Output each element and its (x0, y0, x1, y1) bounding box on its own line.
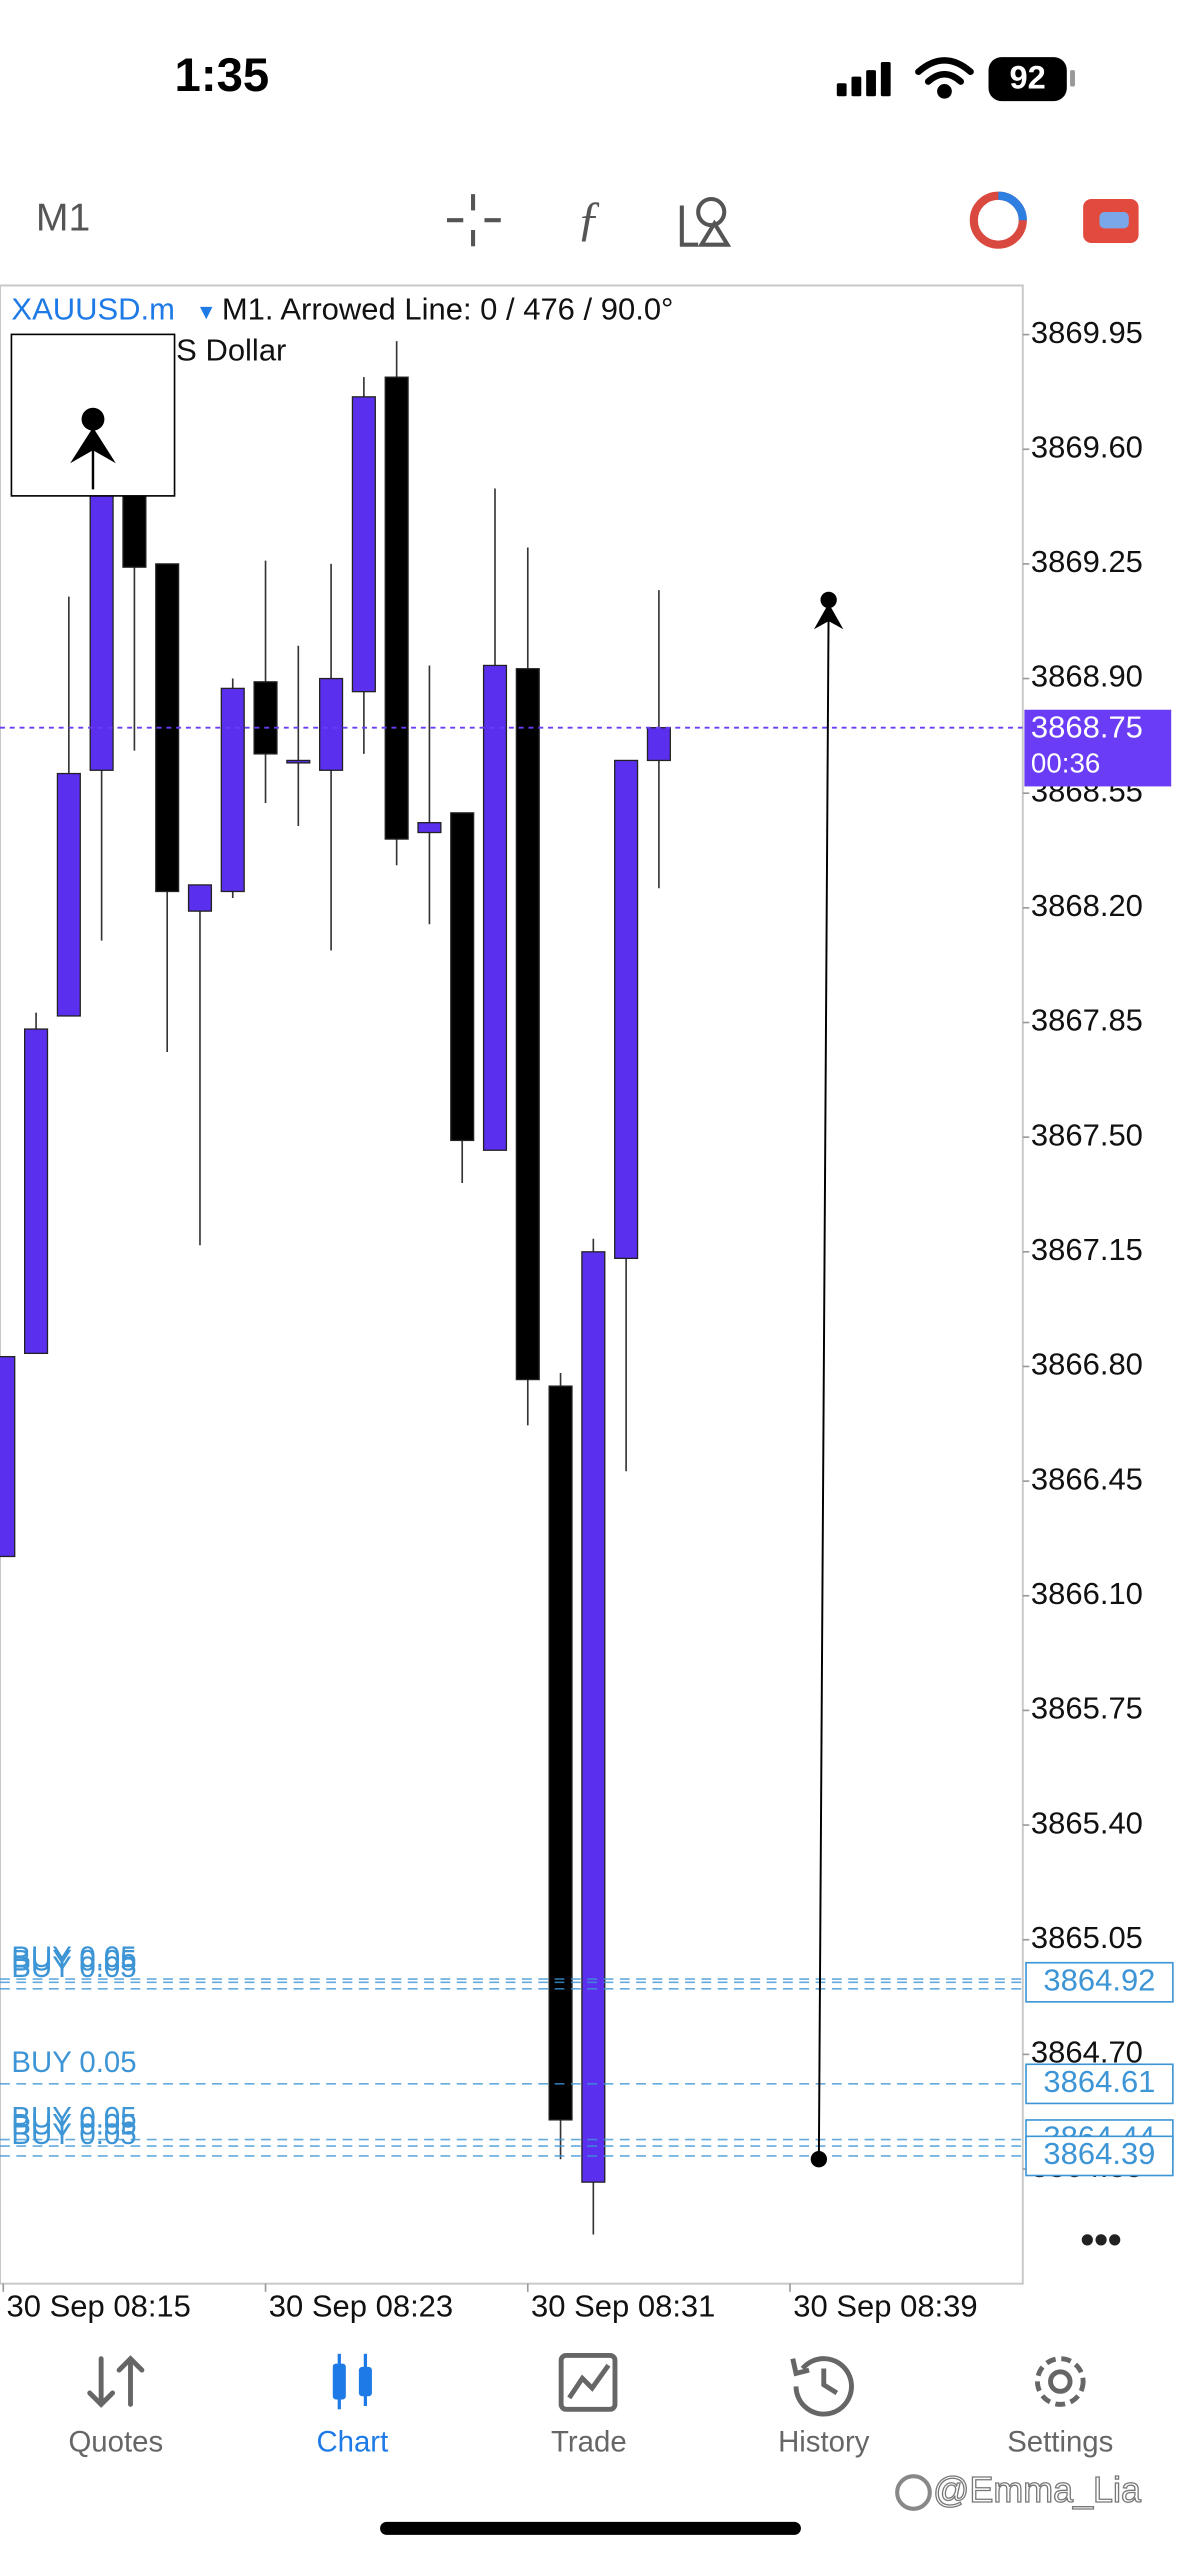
price-tag-label: 3864.61 (1043, 2064, 1155, 2099)
battery-level: 92 (1010, 59, 1046, 96)
candle-body (482, 664, 508, 1151)
price-tag-label: 3864.92 (1043, 1962, 1155, 1997)
trade-panel-button[interactable] (969, 191, 1027, 249)
candle-body (450, 812, 475, 1142)
wifi-icon (915, 57, 974, 99)
indicators-button[interactable]: ƒ (577, 191, 601, 246)
candle-body (581, 1251, 606, 2183)
order-label: BUY 0.05 (11, 1951, 136, 1984)
y-tick-label: 3865.75 (1031, 1691, 1143, 1726)
quotes-icon (87, 2355, 145, 2408)
candle-body (515, 668, 540, 1381)
tab-label[interactable]: Quotes (68, 2425, 163, 2458)
axes: 3869.953869.603869.253868.903868.553868.… (2, 315, 1174, 2323)
x-tick-label: 30 Sep 08:39 (793, 2288, 977, 2323)
more-button[interactable]: ••• (1081, 2219, 1122, 2262)
y-tick-label: 3866.45 (1031, 1461, 1143, 1496)
x-tick-label: 30 Sep 08:23 (269, 2288, 453, 2323)
objects-button[interactable] (679, 196, 732, 247)
y-tick-label: 3869.95 (1031, 315, 1143, 350)
y-tick-label: 3867.85 (1031, 1003, 1143, 1038)
price-tag (1025, 2135, 1174, 2177)
clock: 1:35 (175, 49, 270, 102)
candle-body (56, 772, 81, 1017)
price-tag (1025, 1961, 1174, 2003)
order-label: BUY 0.05 (11, 1941, 136, 1974)
candle-body (417, 822, 442, 834)
candle-body (253, 681, 278, 755)
order-label: BUY 0.05 (11, 2108, 136, 2141)
battery-icon (988, 57, 1067, 102)
arrowed-line-start (810, 2151, 828, 2168)
symbol[interactable]: XAUUSD.m (11, 292, 175, 327)
chart-frame (0, 284, 1024, 2285)
object-preview (10, 333, 176, 497)
order-label: BUY 0.05 (11, 2102, 136, 2135)
candle-body (286, 759, 311, 764)
candle-body (187, 884, 213, 912)
y-tick-label: 3866.10 (1031, 1576, 1143, 1611)
price-tag-label: 3864.39 (1043, 2136, 1155, 2171)
tab-label[interactable]: Trade (551, 2425, 627, 2458)
order-label: BUY 0.05 (11, 1944, 136, 1977)
tab-label[interactable]: Settings (1007, 2425, 1113, 2458)
y-tick-label: 3868.90 (1031, 659, 1143, 694)
candle-body (384, 376, 409, 840)
chart-subtitle: S Dollar (176, 333, 286, 368)
current-price-label: 3868.75 (1031, 710, 1143, 745)
chart-title: M1. Arrowed Line: 0 / 476 / 90.0° (222, 292, 674, 327)
y-tick-label: 3868.20 (1031, 888, 1143, 923)
battery-tip (1070, 70, 1075, 87)
candle-body (0, 1355, 16, 1558)
y-tick-label: 3867.15 (1031, 1232, 1143, 1267)
candle-body (646, 727, 671, 762)
order-label: BUY 0.05 (11, 2118, 136, 2151)
settings-icon (1035, 2356, 1086, 2407)
y-tick-label: 3865.05 (1031, 1920, 1143, 1955)
signal-icon (836, 61, 891, 97)
y-tick-label: 3869.25 (1031, 544, 1143, 579)
timeframe-button[interactable]: M1 (36, 197, 90, 240)
y-tick-label: 3866.80 (1031, 1347, 1143, 1382)
arrowed-line-head (813, 603, 844, 630)
plot-area (0, 341, 1023, 2235)
candle-body (614, 759, 639, 1260)
candle-body (23, 1028, 49, 1355)
candle-body (220, 687, 245, 893)
y-tick-label: 3867.50 (1031, 1117, 1143, 1152)
x-tick-label: 30 Sep 08:15 (7, 2288, 191, 2323)
order-label: BUY 0.05 (11, 2046, 136, 2079)
chart-icon (332, 2353, 372, 2410)
watermark-icon (895, 2474, 932, 2511)
symbol-menu-arrow[interactable]: ▼ (196, 301, 217, 324)
arrowed-line-knob (820, 591, 837, 609)
history-icon (790, 2356, 854, 2417)
tab-label[interactable]: Chart (316, 2425, 388, 2458)
candle-body (319, 677, 344, 771)
home-indicator (380, 2521, 801, 2535)
tab-label[interactable]: History (778, 2425, 870, 2458)
crosshair-button[interactable] (446, 194, 501, 247)
candle-body (122, 487, 147, 568)
arrowed-line (817, 599, 830, 2160)
y-tick-label: 3865.40 (1031, 1805, 1143, 1840)
trade-icon (558, 2353, 618, 2412)
candle-body (548, 1385, 573, 2121)
tab-bar: Quotes Chart Trade History Settings (68, 2425, 1113, 2458)
bar-timer: 00:36 (1031, 748, 1100, 779)
y-tick-label: 3869.60 (1031, 429, 1143, 464)
watermark: @Emma_Lia (933, 2470, 1141, 2510)
current-price-tag (1024, 709, 1172, 787)
candle-body (351, 396, 376, 693)
price-tag (1025, 2063, 1174, 2105)
account-button[interactable] (1083, 199, 1139, 244)
x-tick-label: 30 Sep 08:31 (531, 2288, 715, 2323)
